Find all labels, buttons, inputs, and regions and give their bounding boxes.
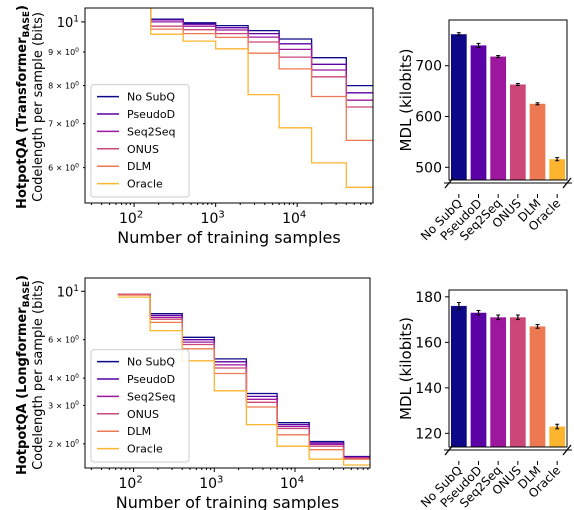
bar-bottom-break-band: [443, 448, 573, 460]
line-top-series-0: [150, 8, 373, 87]
row-label-bottom: HotpotQA (LongformerBASE) Codelength per…: [15, 275, 46, 475]
line-top-series-5: [150, 8, 373, 188]
bar-top-ytick-label-1: 600: [415, 110, 442, 126]
bar-top-frame: [448, 19, 568, 181]
bar-bottom-ylabel: MDL (kilobits): [397, 317, 415, 420]
line-bottom-ytick-label-1: 6 × 100: [48, 334, 79, 344]
line-bottom-xtick-label-0: 102: [118, 474, 142, 492]
bar-top-bar-4: [529, 103, 546, 180]
bar-top-bar-3: [509, 84, 526, 180]
bar-top-break-mark-left: [444, 177, 454, 189]
bar-chart-bottom: No SubQPseudoDSeq2SeqONUSDLMOracle120140…: [397, 289, 573, 510]
line-bottom-legend: No SubQ PseudoD Seq2Seq ONUS DLM Oracle: [90, 349, 190, 463]
bar-bottom-bar-4: [529, 326, 546, 447]
line-top-series-4: [150, 8, 373, 142]
bar-bottom-break-mark-right: [562, 444, 572, 456]
line-top-legend-box: [90, 84, 190, 198]
row-label-bottom-sub: BASE: [22, 281, 32, 307]
line-bottom-legend-label-3: ONUS: [127, 408, 159, 421]
row-label-top-title: HotpotQA (Transformer: [15, 37, 30, 209]
bar-top-bar-1: [470, 45, 487, 181]
bar-bottom-ytick-label-2: 160: [415, 335, 442, 351]
line-top-xtick-label-0: 102: [119, 209, 143, 227]
bar-chart-top: No SubQPseudoDSeq2SeqONUSDLMOracle500600…: [397, 19, 573, 244]
bar-top-break-mark-right: [562, 177, 572, 189]
line-bottom-legend-label-4: DLM: [127, 425, 151, 438]
bar-bottom-break-mark-left: [444, 444, 454, 456]
bar-bottom-bar-2: [490, 317, 507, 447]
line-bottom-ytick-label-3: 3 × 100: [48, 400, 79, 410]
row-label-bottom-ylabel: Codelength per sample (bits): [31, 280, 46, 470]
bar-bottom-ytick-label-3: 180: [415, 290, 442, 306]
line-top-legend-label-3: ONUS: [127, 143, 159, 156]
svg-text:HotpotQA (TransformerBASE): HotpotQA (TransformerBASE): [15, 5, 32, 209]
row-label-top: HotpotQA (TransformerBASE) Codelength pe…: [15, 5, 46, 209]
line-top-ytick-label-4: 6 × 100: [48, 162, 79, 172]
line-top-ytick-label-3: 7 × 100: [48, 118, 79, 128]
bar-top-ylabel: MDL (kilobits): [397, 49, 415, 152]
bar-top-ytick-label-0: 500: [415, 160, 442, 176]
bar-bottom-bar-3: [509, 317, 526, 447]
line-top-xlabel: Number of training samples: [117, 228, 340, 247]
line-bottom-legend-label-0: No SubQ: [127, 356, 175, 369]
line-bottom-xtick-label-1: 103: [199, 474, 223, 492]
line-top-legend-label-4: DLM: [127, 160, 151, 173]
line-bottom-xlabel: Number of training samples: [116, 493, 339, 510]
bar-bottom-ytick-label-0: 120: [415, 426, 442, 442]
line-top-legend-label-5: Oracle: [127, 178, 163, 191]
line-bottom-plot-area: [117, 293, 370, 466]
line-bottom-legend-label-5: Oracle: [127, 443, 163, 456]
line-bottom-ytick-label-0: 101: [57, 284, 79, 300]
bar-top-bar-0: [450, 34, 467, 180]
line-top-legend-label-1: PseudoD: [127, 108, 175, 121]
line-bottom-xtick-label-2: 104: [280, 474, 304, 492]
line-bottom-legend-label-1: PseudoD: [127, 373, 175, 386]
line-bottom-frame: [84, 277, 371, 469]
row-label-top-ylabel: Codelength per sample (bits): [31, 12, 46, 202]
row-label-bottom-title: HotpotQA (Longformer: [15, 307, 30, 475]
line-top-ytick-label-2: 8 × 100: [48, 80, 79, 90]
line-top-xtick-label-1: 103: [201, 209, 225, 227]
bar-bottom-bar-1: [470, 312, 487, 447]
line-top-legend: No SubQ PseudoD Seq2Seq ONUS DLM Oracle: [90, 84, 190, 198]
line-top-legend-label-0: No SubQ: [127, 91, 175, 104]
bar-top-break-band: [443, 181, 573, 193]
line-bottom-ytick-label-4: 2 × 100: [48, 439, 79, 449]
line-top-legend-label-2: Seq2Seq: [127, 125, 175, 138]
bar-bottom-ytick-label-1: 140: [415, 381, 442, 397]
row-label-bottom-close: ): [15, 275, 30, 281]
line-top-ytick-label-1: 9 × 100: [48, 47, 79, 57]
line-bottom-legend-label-2: Seq2Seq: [127, 390, 175, 403]
line-top-plot-area: [150, 8, 373, 188]
bar-top-ytick-label-2: 700: [415, 59, 442, 75]
line-top-frame: [84, 7, 374, 204]
line-top-xtick-label-2: 104: [282, 209, 306, 227]
line-bottom-series-5: [117, 296, 370, 466]
svg-text:HotpotQA (LongformerBASE): HotpotQA (LongformerBASE): [15, 275, 32, 475]
line-top-ytick-label-0: 101: [57, 15, 79, 31]
bar-bottom-bar-5: [549, 426, 566, 447]
bar-top-bar-5: [549, 159, 566, 180]
line-top-series-1: [150, 8, 373, 94]
bar-top-bar-2: [490, 56, 507, 181]
bar-bottom-bar-0: [450, 305, 467, 447]
row-label-top-close: ): [15, 5, 30, 11]
bar-bottom-frame: [448, 289, 568, 448]
line-bottom-legend-box: [90, 349, 190, 463]
row-label-top-sub: BASE: [22, 11, 32, 37]
line-bottom-ytick-label-2: 4 × 100: [48, 373, 79, 383]
